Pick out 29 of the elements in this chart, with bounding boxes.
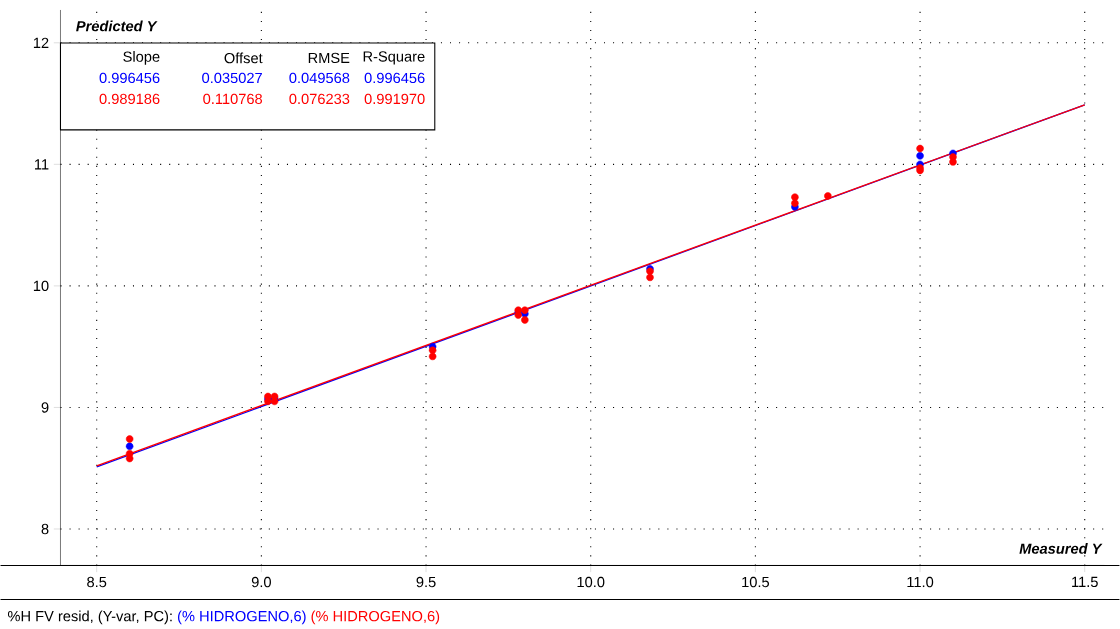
annotation: 0.110768 <box>203 93 263 104</box>
x-tick-label: 9.5 <box>416 576 436 588</box>
text: (% HIDROGENO,6) <box>311 610 440 625</box>
x-tick-label: 8.5 <box>87 576 107 588</box>
y-axis-title: Predicted Y <box>76 20 158 32</box>
y-tick-label: 12 <box>33 37 49 48</box>
annotation: 0.035027 <box>202 72 262 83</box>
x-tick-label: 11.5 <box>1072 576 1098 587</box>
annotation: 0.996456 <box>99 72 160 83</box>
annotation: 0.049568 <box>289 72 350 83</box>
x-tick-label: 10.5 <box>742 576 770 588</box>
text: (% HIDROGENO,6) <box>177 610 306 625</box>
annotation: 0.991970 <box>364 93 425 104</box>
y-tick-label: 9 <box>41 402 49 413</box>
annotation: 0.076233 <box>289 93 350 104</box>
y-tick-label: 8 <box>41 523 49 534</box>
annotation: Slope <box>123 50 160 65</box>
x-tick-label: 10.0 <box>577 576 605 588</box>
x-axis-title: Measured Y <box>1019 542 1103 554</box>
annotation: 0.996456 <box>364 72 425 83</box>
x-tick-label: 11.0 <box>907 576 934 588</box>
text: %H FV resid, (Y-var, PC): <box>7 610 172 625</box>
y-tick-label: 10 <box>33 280 49 291</box>
x-tick-label: 9.0 <box>251 576 271 588</box>
annotation: Offset <box>224 52 263 64</box>
annotation: RMSE <box>308 52 350 63</box>
y-tick-label: 11 <box>35 159 49 170</box>
annotation: R-Square <box>363 51 425 65</box>
annotation: 0.989186 <box>99 93 160 104</box>
